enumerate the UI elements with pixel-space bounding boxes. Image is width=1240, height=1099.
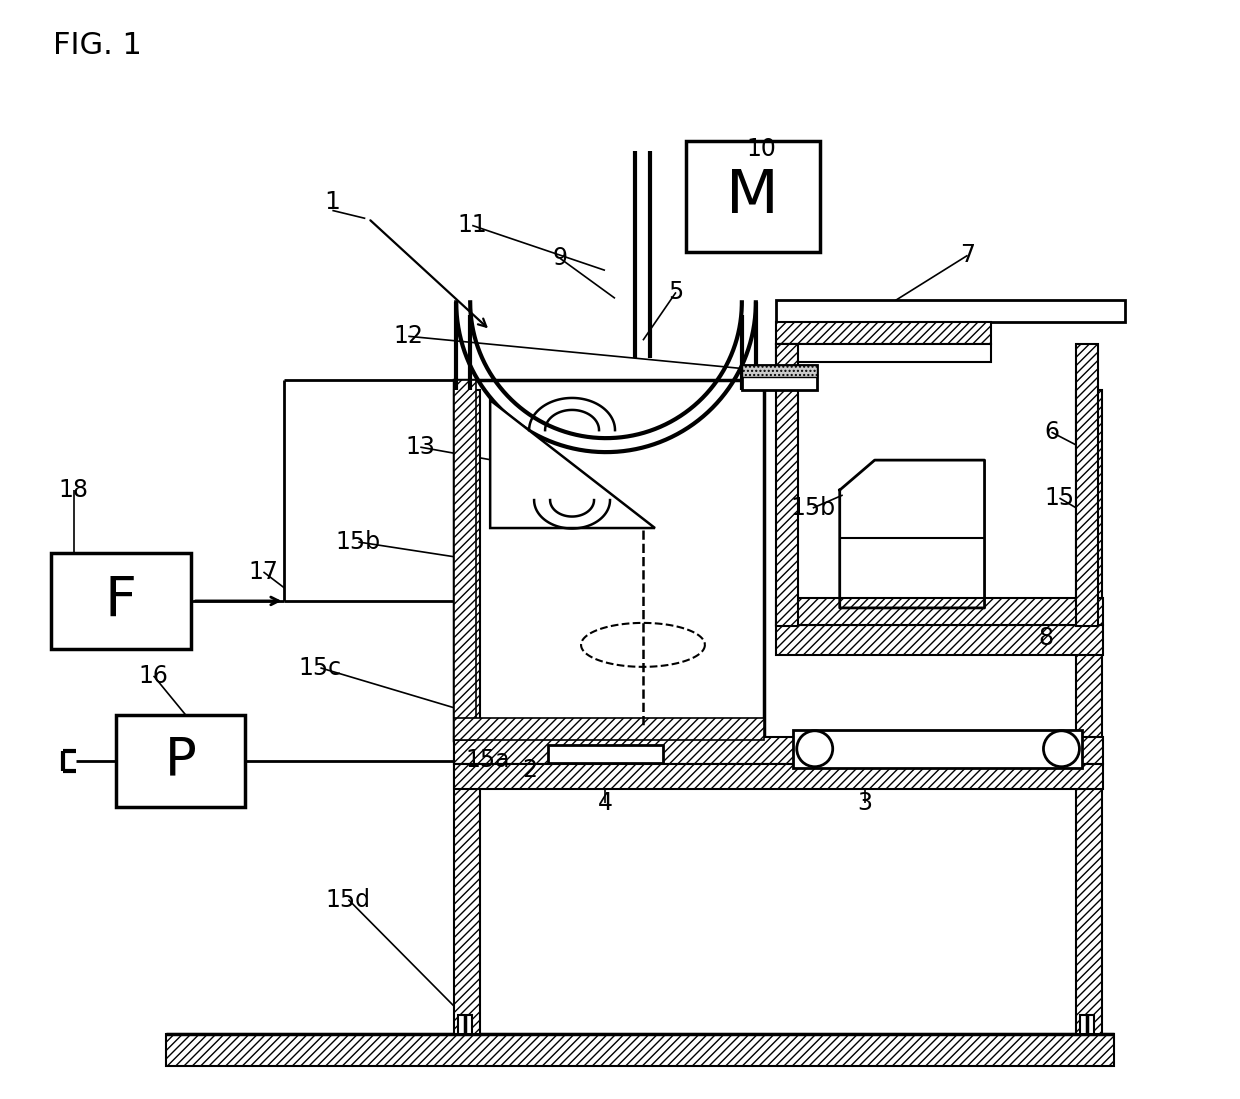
Circle shape xyxy=(797,731,833,767)
Bar xyxy=(166,1034,1115,1066)
Text: 15a: 15a xyxy=(466,747,511,771)
Bar xyxy=(1076,390,1102,1034)
Bar xyxy=(454,380,764,740)
Bar xyxy=(454,390,480,1034)
Text: P: P xyxy=(165,735,196,787)
Bar xyxy=(742,365,817,390)
Text: 18: 18 xyxy=(58,478,89,502)
Bar xyxy=(686,141,820,253)
Bar xyxy=(776,300,1126,322)
Text: 15: 15 xyxy=(1044,486,1075,510)
Polygon shape xyxy=(490,400,655,528)
Bar xyxy=(776,322,991,344)
Text: 15d: 15d xyxy=(326,888,371,911)
Bar xyxy=(459,1015,472,1034)
Circle shape xyxy=(1044,731,1079,767)
Bar xyxy=(1076,344,1099,626)
Text: 15c: 15c xyxy=(299,656,342,680)
Bar xyxy=(548,745,663,763)
Text: 10: 10 xyxy=(746,136,776,160)
Text: 6: 6 xyxy=(1044,420,1059,444)
Text: 12: 12 xyxy=(393,324,423,348)
Bar xyxy=(792,730,1083,768)
Bar xyxy=(454,736,1104,764)
Text: 9: 9 xyxy=(553,246,568,270)
Text: 3: 3 xyxy=(857,790,872,814)
Text: 1: 1 xyxy=(325,190,340,214)
Bar xyxy=(454,718,764,740)
Text: 2: 2 xyxy=(522,757,538,781)
Text: 5: 5 xyxy=(668,280,683,304)
Bar xyxy=(776,625,1104,655)
Bar xyxy=(454,764,1104,789)
Text: 4: 4 xyxy=(598,790,613,814)
Text: 7: 7 xyxy=(960,243,975,267)
Text: FIG. 1: FIG. 1 xyxy=(53,31,141,60)
Text: 8: 8 xyxy=(1038,626,1053,650)
Text: 17: 17 xyxy=(248,560,279,584)
Text: 15b: 15b xyxy=(790,496,836,520)
Bar xyxy=(454,380,476,740)
Bar xyxy=(776,344,797,626)
Bar xyxy=(776,598,1104,625)
Bar xyxy=(51,553,191,648)
Bar xyxy=(776,344,991,363)
Text: M: M xyxy=(727,167,779,226)
Text: 13: 13 xyxy=(405,435,435,459)
Text: F: F xyxy=(104,574,136,628)
Bar xyxy=(742,365,817,377)
Text: 16: 16 xyxy=(139,664,169,688)
Text: 11: 11 xyxy=(458,213,487,237)
Bar xyxy=(1080,1015,1095,1034)
Bar xyxy=(115,714,246,807)
Text: 15b: 15b xyxy=(336,530,381,554)
